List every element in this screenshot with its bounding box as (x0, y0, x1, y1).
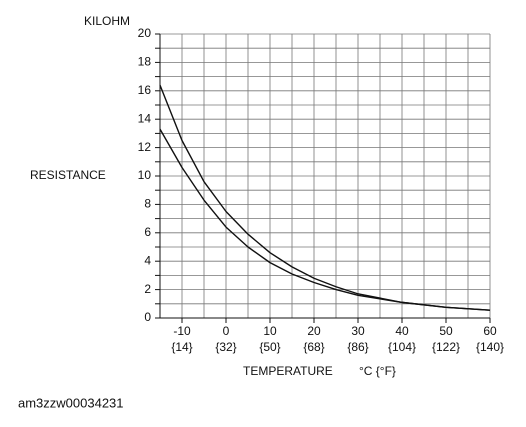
x-tick-label-f: {122} (432, 340, 460, 354)
x-tick-label-f: {32} (215, 340, 236, 354)
x-unit: °C {°F} (359, 364, 396, 378)
x-tick-label-f: {104} (388, 340, 416, 354)
x-tick-label: 50 (439, 324, 453, 338)
x-label: TEMPERATURE (243, 364, 333, 378)
y-title: KILOHM (84, 14, 130, 28)
x-tick-label-f: {140} (476, 340, 504, 354)
y-tick-label: 4 (144, 253, 151, 267)
y-tick-label: 10 (138, 168, 152, 182)
x-tick-label: 0 (223, 324, 230, 338)
curve (159, 128, 491, 311)
x-tick-label: 20 (307, 324, 321, 338)
y-tick-label: 0 (144, 310, 151, 324)
y-tick-label: 2 (144, 282, 151, 296)
y-tick-label: 12 (138, 140, 152, 154)
y-tick-label: 6 (144, 225, 151, 239)
x-tick-label: 10 (263, 324, 277, 338)
y-tick-label: 16 (138, 83, 152, 97)
x-tick-label-f: {14} (171, 340, 192, 354)
y-tick-label: 18 (138, 55, 152, 69)
y-tick-label: 20 (138, 26, 152, 40)
y-label: RESISTANCE (30, 168, 106, 182)
x-tick-label: -10 (173, 324, 191, 338)
x-tick-label: 40 (395, 324, 409, 338)
footer: am3zzw00034231 (18, 395, 124, 410)
y-tick-label: 8 (144, 197, 151, 211)
x-tick-label-f: {50} (259, 340, 280, 354)
x-tick-label-f: {86} (347, 340, 368, 354)
x-tick-label-f: {68} (303, 340, 324, 354)
x-tick-label: 60 (483, 324, 497, 338)
x-tick-label: 30 (351, 324, 365, 338)
y-tick-label: 14 (138, 111, 152, 125)
